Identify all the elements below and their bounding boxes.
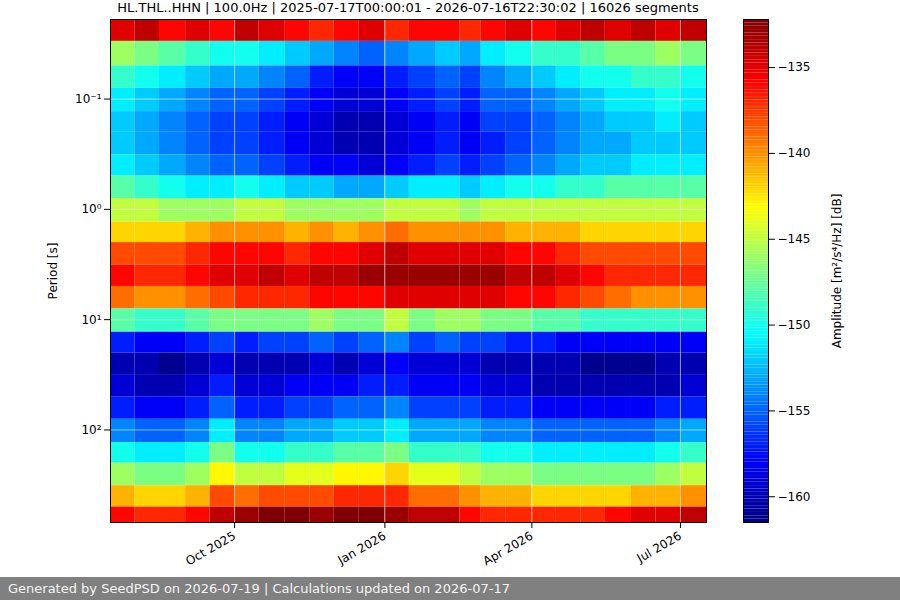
svg-text:−155: −155 bbox=[778, 404, 811, 418]
svg-text:Period [s]: Period [s] bbox=[46, 243, 60, 300]
svg-text:Jul 2026: Jul 2026 bbox=[634, 529, 684, 566]
svg-text:10²: 10² bbox=[81, 423, 101, 437]
svg-text:−140: −140 bbox=[778, 146, 811, 160]
svg-text:Apr 2026: Apr 2026 bbox=[481, 529, 536, 569]
svg-text:−145: −145 bbox=[778, 232, 811, 246]
svg-text:Oct 2025: Oct 2025 bbox=[183, 529, 238, 569]
svg-text:10⁰: 10⁰ bbox=[81, 202, 101, 216]
svg-text:Jan 2026: Jan 2026 bbox=[335, 529, 389, 568]
svg-text:−160: −160 bbox=[778, 490, 811, 504]
svg-text:Amplitude [m²/s⁴/Hz] [dB]: Amplitude [m²/s⁴/Hz] [dB] bbox=[830, 194, 844, 349]
svg-text:10⁻¹: 10⁻¹ bbox=[75, 92, 102, 106]
svg-text:10¹: 10¹ bbox=[81, 313, 101, 327]
svg-text:−150: −150 bbox=[778, 318, 811, 332]
svg-text:−135: −135 bbox=[778, 60, 811, 74]
html-text:Generated by SeedPSD on 2026-0: Generated by SeedPSD on 2026-07-19 | Cal… bbox=[8, 581, 510, 596]
html-text:HL.THL..HHN | 100.0Hz | 2025-0: HL.THL..HHN | 100.0Hz | 2025-07-17T00:00… bbox=[117, 0, 699, 15]
